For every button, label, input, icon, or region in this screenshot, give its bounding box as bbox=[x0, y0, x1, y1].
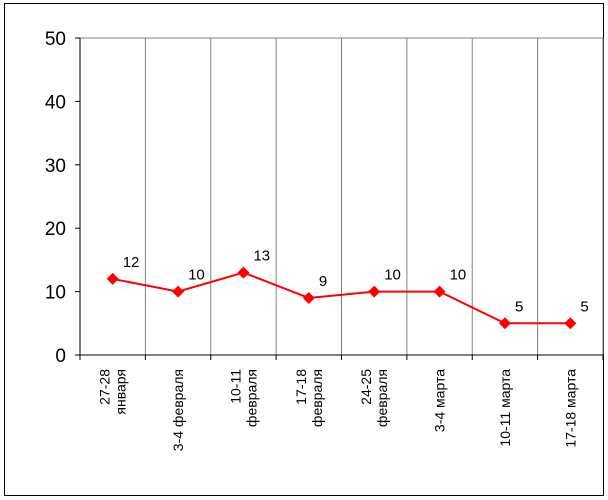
y-tick-label: 20 bbox=[45, 219, 66, 240]
data-point-marker bbox=[237, 266, 250, 279]
data-point-marker bbox=[106, 272, 119, 285]
chart-frame bbox=[4, 3, 604, 496]
data-label: 10 bbox=[188, 267, 205, 284]
x-category-label: февраля bbox=[309, 369, 325, 427]
data-label: 5 bbox=[580, 298, 588, 315]
y-tick-label: 0 bbox=[55, 346, 66, 367]
y-tick-label: 10 bbox=[45, 283, 66, 304]
data-point-marker bbox=[433, 285, 446, 298]
data-label: 12 bbox=[123, 254, 140, 271]
y-tick-label: 40 bbox=[45, 92, 66, 113]
y-tick-label: 30 bbox=[45, 156, 66, 177]
x-category-label: 10-11 марта bbox=[497, 369, 513, 447]
data-point-marker bbox=[302, 291, 315, 304]
data-point-marker bbox=[172, 285, 185, 298]
data-label: 10 bbox=[384, 267, 401, 284]
data-label: 10 bbox=[450, 267, 467, 284]
series-line bbox=[112, 271, 571, 325]
data-label: 5 bbox=[515, 298, 523, 315]
data-label: 9 bbox=[319, 273, 327, 290]
y-tick-label: 50 bbox=[45, 29, 66, 50]
x-category-label: 24-25 bbox=[358, 369, 374, 405]
x-category-label: января bbox=[113, 369, 129, 415]
data-point-marker bbox=[498, 317, 511, 330]
x-category-label: 10-11 bbox=[227, 369, 243, 404]
data-label: 13 bbox=[253, 248, 270, 265]
x-category-label: 3-4 марта bbox=[432, 369, 448, 432]
x-category-label: февраля bbox=[374, 369, 390, 427]
data-point-marker bbox=[564, 317, 577, 330]
x-category-label: февраля bbox=[243, 369, 259, 427]
data-point-marker bbox=[368, 285, 381, 298]
x-category-label: 17-18 марта bbox=[562, 369, 578, 448]
x-category-label: 17-18 bbox=[293, 369, 309, 405]
x-category-label: 3-4 февраля bbox=[170, 369, 186, 451]
x-category-label: 27-28 bbox=[97, 369, 113, 405]
